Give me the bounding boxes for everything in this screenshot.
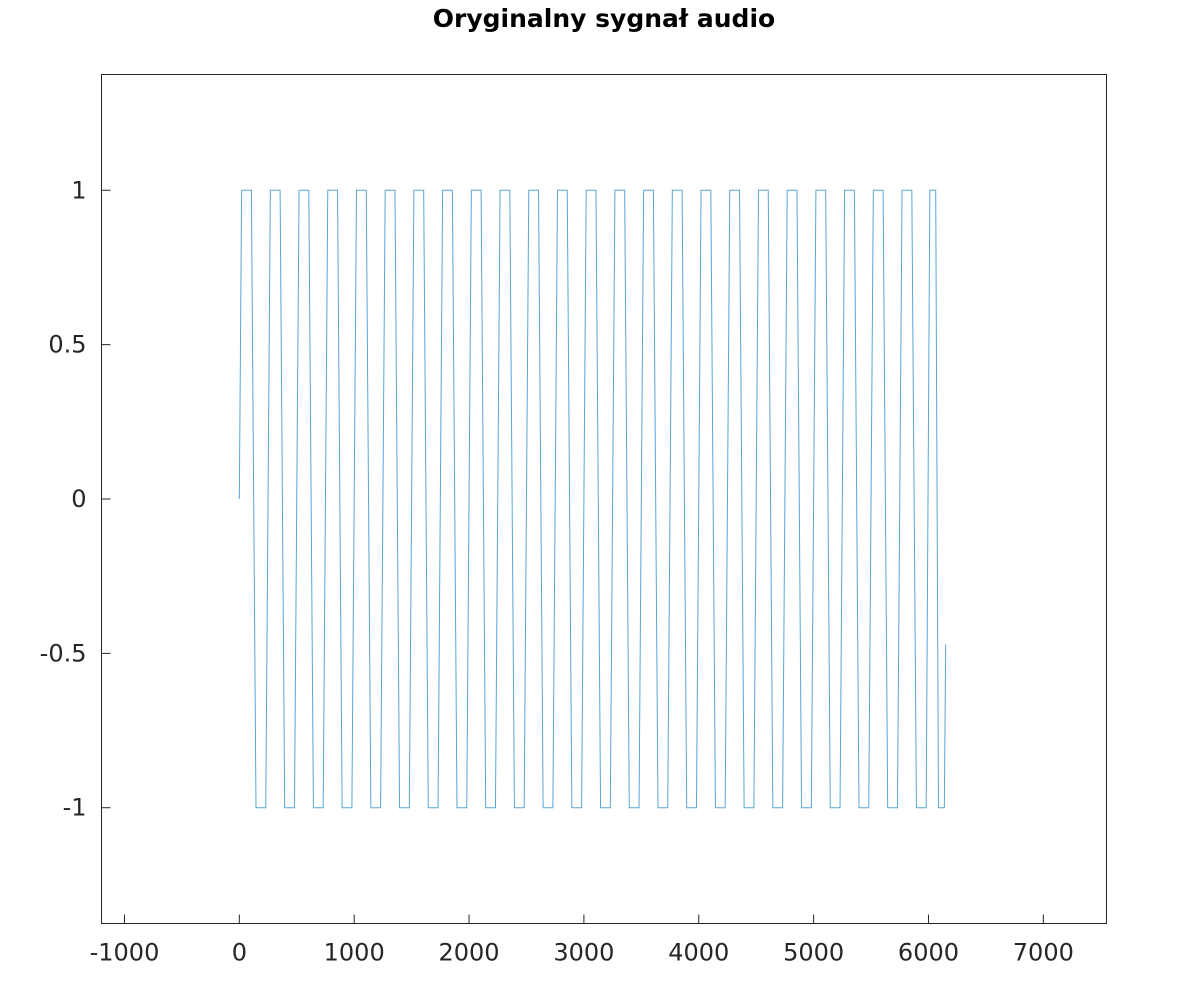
x-tick-label: 3000 — [553, 939, 614, 967]
chart-title: Oryginalny sygnał audio — [433, 4, 775, 33]
x-tick-label: 2000 — [439, 939, 500, 967]
plot-area-frame — [101, 74, 1107, 924]
y-tick-label: 0.5 — [48, 331, 86, 359]
y-tick-label: 1 — [71, 176, 86, 204]
x-tick-label: 4000 — [668, 939, 729, 967]
x-tick-label: -1000 — [90, 939, 160, 967]
y-axis: 1 0.5 0 -0.5 -1 — [40, 176, 111, 822]
x-axis: -1000 0 1000 2000 3000 4000 5000 6000 7000 — [90, 914, 1074, 967]
y-tick-label: -1 — [63, 794, 87, 822]
x-tick-label: 5000 — [783, 939, 844, 967]
y-tick-label: 0 — [71, 485, 86, 513]
x-tick-label: 6000 — [898, 939, 959, 967]
y-tick-label: -0.5 — [40, 639, 87, 667]
x-tick-label: 0 — [232, 939, 247, 967]
x-tick-label: 7000 — [1013, 939, 1074, 967]
signal-line — [238, 189, 947, 809]
x-tick-label: 1000 — [324, 939, 385, 967]
